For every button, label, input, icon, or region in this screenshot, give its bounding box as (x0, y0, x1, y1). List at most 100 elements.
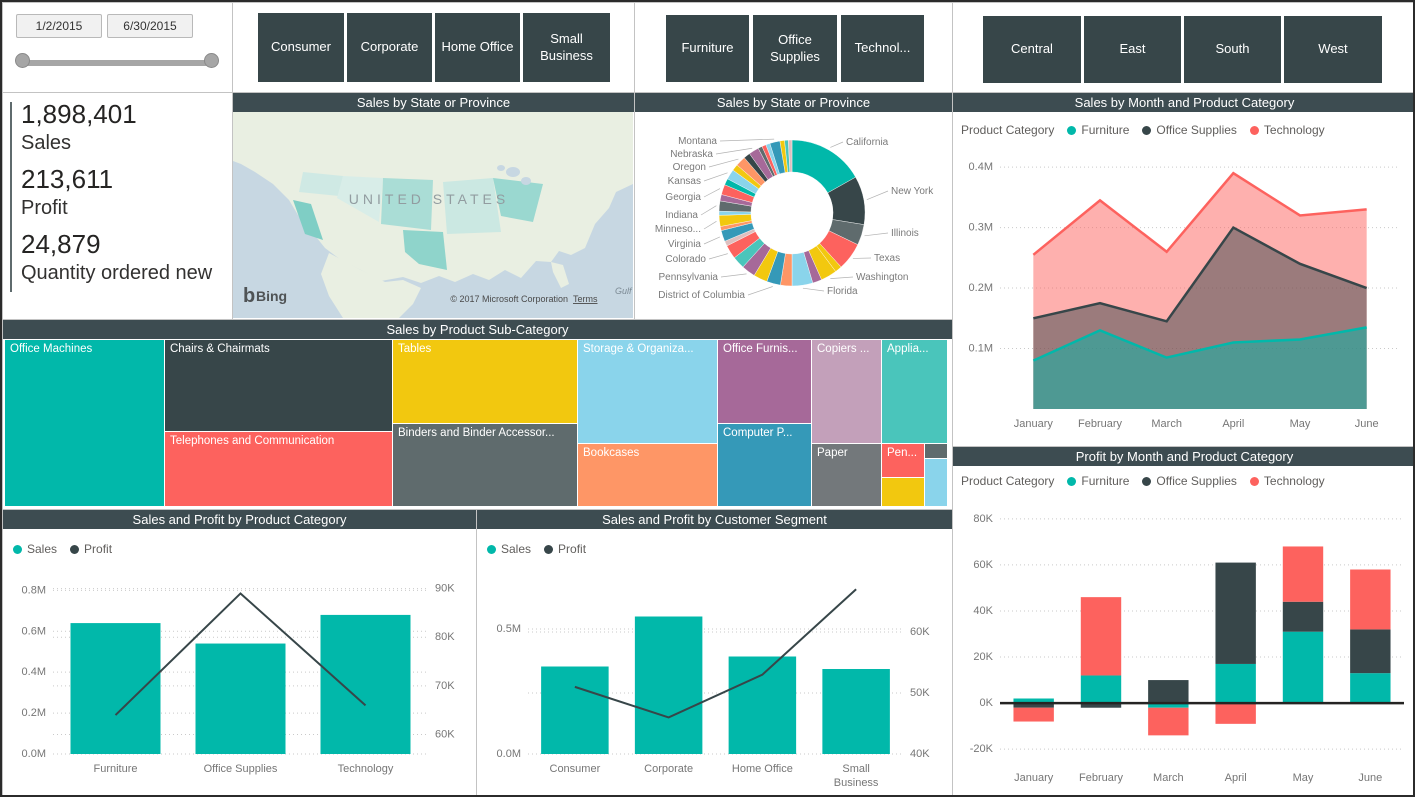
svg-text:60K: 60K (973, 559, 993, 571)
treemap-cell[interactable] (882, 478, 924, 506)
svg-text:Corporate: Corporate (644, 763, 693, 775)
map-state-shade (443, 178, 501, 234)
filter-button-home-office[interactable]: Home Office (435, 13, 520, 82)
legend-dot (13, 544, 22, 554)
map-great-lake (506, 167, 520, 177)
sales-profit-by-category-chart[interactable]: 0.0M 0.2M 0.4M 0.6M 0.8M 60K 70K 80K 90K Furnitur… (7, 566, 472, 794)
chart-title-donut: Sales by State or Province (635, 93, 952, 112)
svg-text:Montana: Montana (678, 136, 717, 147)
kpi-panel: 1,898,401 Sales 213,611 Profit 24,879 Qu… (2, 92, 233, 320)
legend-dot (544, 544, 554, 554)
map-terms-link[interactable]: Terms (573, 294, 598, 304)
treemap-cell[interactable]: Computer P... (718, 424, 811, 506)
date-slider-handle-end[interactable] (204, 53, 219, 68)
svg-text:0.6M: 0.6M (22, 625, 46, 637)
filter-button-office-supplies[interactable]: Office Supplies (753, 15, 837, 82)
sales-by-month-area-chart[interactable]: 0.1M 0.2M 0.3M 0.4M January February March Apri… (954, 143, 1413, 443)
legend-item-sales[interactable]: Sales (13, 542, 57, 556)
donut-svg: California New York Illinois Texas Washingto… (655, 136, 934, 301)
legend-item-profit[interactable]: Profit (70, 542, 112, 556)
svg-text:April: April (1225, 772, 1247, 784)
legend-item-technology[interactable]: Technology (1249, 123, 1325, 137)
chart-title-treemap: Sales by Product Sub-Category (3, 320, 952, 339)
svg-text:90K: 90K (435, 583, 455, 595)
chart-title-map: Sales by State or Province (233, 93, 634, 112)
svg-text:March: March (1153, 772, 1184, 784)
filter-button-technology[interactable]: Technol... (841, 15, 924, 82)
profit-by-month-stacked-chart[interactable]: -20K 0K 20K 40K 60K 80K January February March Ap… (956, 495, 1413, 795)
svg-text:20K: 20K (973, 651, 993, 663)
start-date-input[interactable] (16, 14, 102, 38)
filter-button-east[interactable]: East (1084, 16, 1181, 83)
legend-item-furniture[interactable]: Furniture (1067, 123, 1129, 137)
area-svg: 0.1M 0.2M 0.3M 0.4M January February March Apri… (969, 161, 1400, 430)
us-map[interactable]: UNITED STATES Gulf of b Bing © 2017 Micr… (233, 112, 633, 318)
treemap-cell[interactable]: Office Furnis... (718, 340, 811, 423)
filter-button-small-business[interactable]: Small Business (523, 13, 610, 82)
filter-button-west[interactable]: West (1284, 16, 1382, 83)
treemap-cell[interactable]: Applia... (882, 340, 947, 443)
treemap-cell[interactable]: Office Machines (5, 340, 164, 506)
treemap-cell[interactable] (925, 459, 947, 506)
map-florida (551, 262, 569, 288)
legend-item-furniture[interactable]: Furniture (1067, 474, 1129, 488)
svg-text:0.5M: 0.5M (497, 623, 521, 635)
legend-title: Product Category (961, 123, 1055, 137)
end-date-input[interactable] (107, 14, 193, 38)
bing-logo-icon[interactable]: b (243, 285, 255, 307)
legend-item-office-supplies[interactable]: Office Supplies (1142, 474, 1237, 488)
legend-dot (1067, 125, 1077, 135)
date-slider-track[interactable] (21, 60, 213, 66)
treemap-cell[interactable]: Bookcases (578, 444, 717, 506)
svg-text:March: March (1151, 418, 1182, 430)
kpi-sales-label: Sales (21, 132, 72, 154)
sales-by-state-donut-chart[interactable]: California New York Illinois Texas Washingto… (635, 112, 951, 317)
map-great-lake (497, 165, 505, 171)
svg-text:May: May (1290, 418, 1311, 430)
svg-text:Indiana: Indiana (665, 210, 698, 221)
treemap-cell[interactable]: Chairs & Chairmats (165, 340, 392, 431)
treemap-cell[interactable]: Paper (812, 444, 881, 506)
filter-button-central[interactable]: Central (983, 16, 1081, 83)
legend-item-sales[interactable]: Sales (487, 542, 531, 556)
filter-button-furniture[interactable]: Furniture (666, 15, 749, 82)
sales-profit-by-segment-chart[interactable]: 0.0M 0.5M 40K 50K 60K Consumer Corporate Home O… (482, 566, 947, 794)
filter-button-consumer[interactable]: Consumer (258, 13, 344, 82)
svg-text:0.0M: 0.0M (497, 748, 521, 760)
treemap-cell[interactable]: Copiers ... (812, 340, 881, 443)
region-filter-panel: Central East South West (952, 2, 1413, 93)
map-gulf-label: Gulf of (615, 286, 633, 296)
legend-dot (1249, 476, 1259, 486)
legend-item-office-supplies[interactable]: Office Supplies (1142, 123, 1237, 137)
legend-item-technology[interactable]: Technology (1249, 474, 1325, 488)
legend-dot (70, 544, 80, 554)
treemap-cell[interactable]: Tables (393, 340, 577, 423)
map-state-shade (403, 230, 447, 270)
svg-text:Technology: Technology (338, 763, 394, 775)
svg-text:60K: 60K (435, 729, 455, 741)
filter-button-south[interactable]: South (1184, 16, 1281, 83)
kpi-accent-bar (10, 102, 12, 292)
legend-item-profit[interactable]: Profit (544, 542, 586, 556)
svg-text:Washington: Washington (856, 272, 908, 283)
sales-by-subcategory-treemap[interactable]: Office Machines Chairs & Chairmats Telepho… (4, 339, 950, 508)
svg-text:-20K: -20K (970, 743, 994, 755)
svg-text:April: April (1222, 418, 1244, 430)
treemap-cell[interactable] (925, 444, 947, 458)
bing-logo-text[interactable]: Bing (256, 288, 287, 304)
svg-text:New York: New York (891, 186, 934, 197)
kpi-quantity-label: Quantity ordered new (21, 262, 213, 284)
svg-text:0K: 0K (980, 697, 994, 709)
svg-text:40K: 40K (910, 748, 930, 760)
filter-button-corporate[interactable]: Corporate (347, 13, 432, 82)
treemap-cell[interactable]: Pen... (882, 444, 924, 477)
svg-text:Furniture: Furniture (93, 763, 137, 775)
svg-text:Florida: Florida (827, 286, 858, 297)
svg-text:Nebraska: Nebraska (670, 149, 713, 160)
date-slider-handle-start[interactable] (15, 53, 30, 68)
treemap-cell[interactable]: Telephones and Communication (165, 432, 392, 506)
treemap-cell[interactable]: Storage & Organiza... (578, 340, 717, 443)
treemap-cell[interactable]: Binders and Binder Accessor... (393, 424, 577, 506)
